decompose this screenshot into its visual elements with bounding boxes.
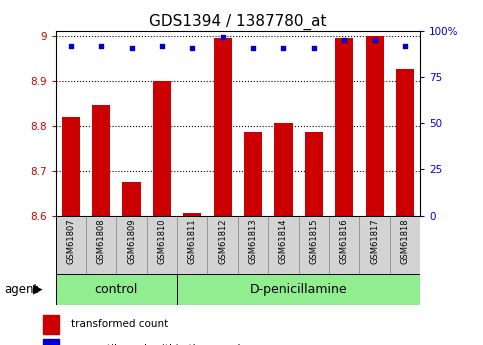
Bar bbox=[244, 132, 262, 216]
Bar bbox=[116, 216, 147, 274]
Bar bbox=[305, 132, 323, 216]
Point bbox=[97, 43, 105, 49]
Bar bbox=[213, 38, 232, 216]
Bar bbox=[43, 315, 59, 334]
Bar bbox=[396, 69, 414, 216]
Text: percentile rank within the sample: percentile rank within the sample bbox=[71, 344, 247, 345]
Bar bbox=[177, 216, 208, 274]
Bar bbox=[359, 216, 390, 274]
Point bbox=[401, 43, 409, 49]
Bar bbox=[86, 216, 116, 274]
Bar bbox=[56, 216, 86, 274]
Bar bbox=[366, 36, 384, 216]
Text: GSM61813: GSM61813 bbox=[249, 219, 257, 264]
Bar bbox=[177, 274, 420, 305]
Text: GSM61808: GSM61808 bbox=[97, 219, 106, 264]
Bar bbox=[390, 216, 420, 274]
Text: GSM61807: GSM61807 bbox=[66, 219, 75, 264]
Bar bbox=[329, 216, 359, 274]
Text: D-penicillamine: D-penicillamine bbox=[250, 283, 347, 296]
Text: GSM61815: GSM61815 bbox=[309, 219, 318, 264]
Point bbox=[280, 45, 287, 50]
Text: ▶: ▶ bbox=[33, 283, 43, 296]
Bar bbox=[274, 124, 293, 216]
Title: GDS1394 / 1387780_at: GDS1394 / 1387780_at bbox=[149, 13, 327, 30]
Point bbox=[341, 38, 348, 43]
Text: GSM61816: GSM61816 bbox=[340, 219, 349, 264]
Point bbox=[128, 45, 135, 50]
Bar bbox=[43, 339, 59, 345]
Text: GSM61818: GSM61818 bbox=[400, 219, 410, 264]
Text: GSM61811: GSM61811 bbox=[188, 219, 197, 264]
Point bbox=[188, 45, 196, 50]
Text: GSM61809: GSM61809 bbox=[127, 219, 136, 264]
Point bbox=[371, 38, 379, 43]
Bar bbox=[92, 105, 110, 216]
Bar bbox=[147, 216, 177, 274]
Point bbox=[67, 43, 74, 49]
Bar bbox=[153, 81, 171, 216]
Text: GSM61817: GSM61817 bbox=[370, 219, 379, 264]
Point bbox=[249, 45, 257, 50]
Text: GSM61812: GSM61812 bbox=[218, 219, 227, 264]
Bar bbox=[56, 274, 177, 305]
Point bbox=[219, 34, 227, 39]
Bar bbox=[208, 216, 238, 274]
Bar bbox=[298, 216, 329, 274]
Text: transformed count: transformed count bbox=[71, 319, 169, 329]
Point bbox=[310, 45, 318, 50]
Bar bbox=[122, 182, 141, 216]
Bar bbox=[335, 38, 354, 216]
Text: GSM61810: GSM61810 bbox=[157, 219, 167, 264]
Text: control: control bbox=[95, 283, 138, 296]
Bar bbox=[268, 216, 298, 274]
Point bbox=[158, 43, 166, 49]
Bar bbox=[183, 213, 201, 216]
Bar bbox=[62, 117, 80, 216]
Bar bbox=[238, 216, 268, 274]
Text: GSM61814: GSM61814 bbox=[279, 219, 288, 264]
Text: agent: agent bbox=[4, 283, 39, 296]
